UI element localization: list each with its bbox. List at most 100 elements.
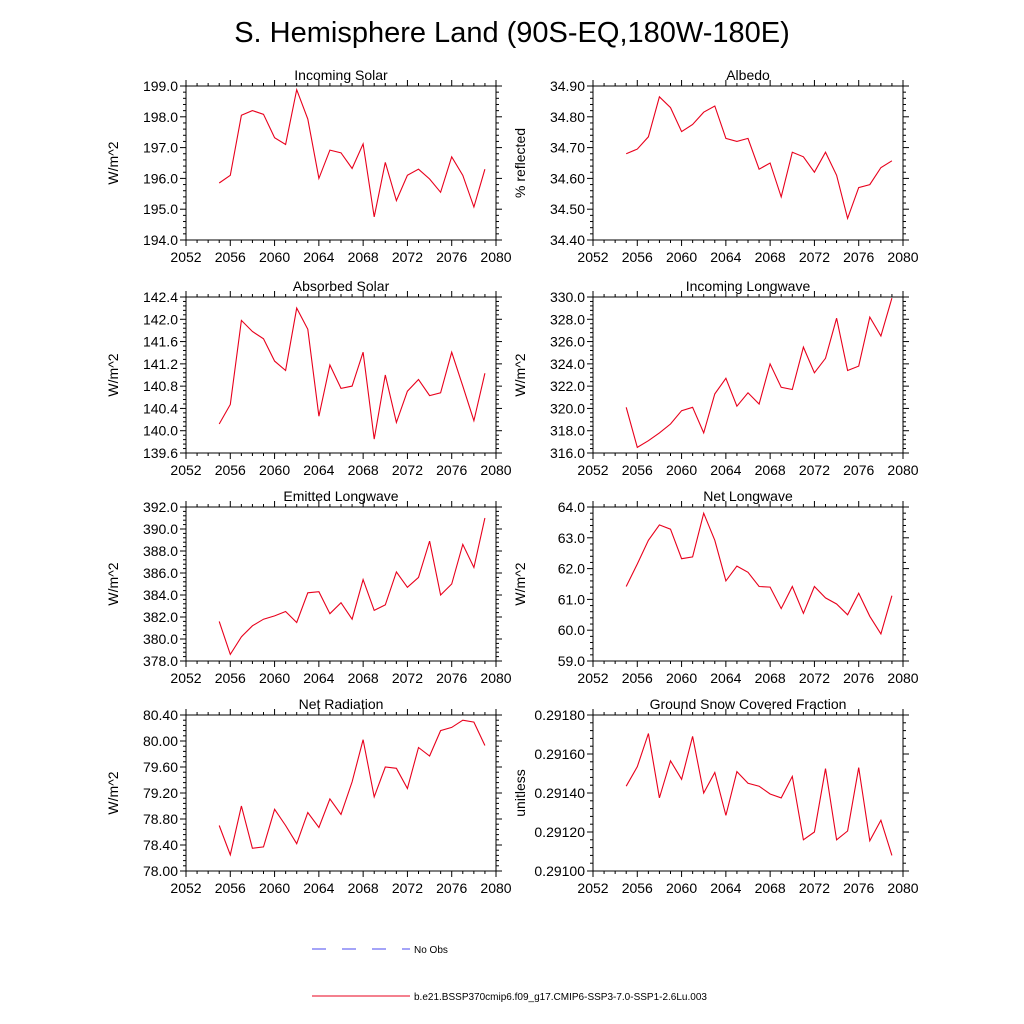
x-tick-label: 2056 <box>215 880 246 896</box>
x-tick-label: 2056 <box>215 670 246 686</box>
panel-incoming-solar: Incoming Solar 2052 2056 2060 2064 2068 2072 20… <box>105 67 512 265</box>
x-tick-label: 2080 <box>480 462 511 478</box>
x-tick-label: 2076 <box>843 249 874 265</box>
x-tick-label: 2080 <box>887 670 918 686</box>
x-tick-label: 2060 <box>666 670 697 686</box>
series-line-1 <box>218 517 486 656</box>
panels: Incoming Solar 2052 2056 2060 2064 2068 2072 20… <box>105 67 919 896</box>
x-tick-label: 2076 <box>843 880 874 896</box>
y-tick-label: 142.4 <box>143 289 178 305</box>
x-tick-label: 2056 <box>622 670 653 686</box>
y-tick-label: 80.40 <box>143 707 178 723</box>
y-tick-label: 388.0 <box>143 543 178 559</box>
x-tick-label: 2080 <box>887 880 918 896</box>
y-tick-label: 62.0 <box>558 561 585 577</box>
panel-albedo: Albedo 2052 2056 2060 2064 2068 2072 2076 2080 34… <box>512 67 919 265</box>
y-tick-label: 199.0 <box>143 78 178 94</box>
x-tick-label: 2076 <box>843 462 874 478</box>
y-tick-label: 0.29120 <box>534 824 585 840</box>
x-tick-label: 2072 <box>799 670 830 686</box>
y-tick-label: 79.20 <box>143 785 178 801</box>
y-tick-label: 380.0 <box>143 631 178 647</box>
y-axis-label: W/m^2 <box>105 771 121 814</box>
x-tick-label: 2080 <box>887 249 918 265</box>
y-axis-label: unitless <box>512 769 528 816</box>
x-tick-label: 2060 <box>666 462 697 478</box>
legend-label-no-obs: No Obs <box>414 945 448 956</box>
y-tick-label: 324.0 <box>550 356 585 372</box>
x-tick-label: 2068 <box>755 880 786 896</box>
y-tick-label: 64.0 <box>558 499 585 515</box>
panel-net-radiation: Net Radiation 2052 2056 2060 2064 2068 2072 207… <box>105 696 512 896</box>
y-tick-label: 0.29180 <box>534 707 585 723</box>
y-axis-label: W/m^2 <box>105 562 121 605</box>
y-tick-label: 34.60 <box>550 170 585 186</box>
y-tick-label: 0.29160 <box>534 746 585 762</box>
y-tick-label: 61.0 <box>558 591 585 607</box>
y-tick-label: 328.0 <box>550 311 585 327</box>
x-tick-label: 2060 <box>666 249 697 265</box>
x-tick-label: 2064 <box>303 880 334 896</box>
y-tick-label: 63.0 <box>558 530 585 546</box>
y-tick-label: 60.0 <box>558 622 585 638</box>
x-tick-label: 2052 <box>170 670 201 686</box>
y-tick-label: 392.0 <box>143 499 178 515</box>
x-tick-label: 2072 <box>392 880 423 896</box>
y-tick-label: 198.0 <box>143 109 178 125</box>
y-tick-label: 390.0 <box>143 521 178 537</box>
panel-title: Incoming Solar <box>294 67 388 83</box>
x-tick-label: 2056 <box>622 462 653 478</box>
plot-frame <box>185 506 497 662</box>
x-tick-label: 2052 <box>577 670 608 686</box>
y-tick-label: 139.6 <box>143 445 178 461</box>
y-tick-label: 316.0 <box>550 445 585 461</box>
series-line-1 <box>625 733 893 856</box>
y-tick-label: 142.0 <box>143 311 178 327</box>
y-tick-label: 140.4 <box>143 400 178 416</box>
x-tick-label: 2064 <box>710 880 741 896</box>
x-tick-label: 2064 <box>303 462 334 478</box>
x-tick-label: 2072 <box>799 249 830 265</box>
panel-title: Emitted Longwave <box>283 488 398 504</box>
series-line-1 <box>625 511 893 636</box>
figure-title: S. Hemisphere Land (90S-EQ,180W-180E) <box>234 17 790 49</box>
x-tick-label: 2052 <box>170 462 201 478</box>
x-tick-label: 2068 <box>755 462 786 478</box>
y-tick-label: 382.0 <box>143 609 178 625</box>
y-tick-label: 322.0 <box>550 378 585 394</box>
x-tick-label: 2056 <box>622 249 653 265</box>
x-tick-label: 2080 <box>480 249 511 265</box>
legend-item-no-obs: No Obs <box>312 945 448 956</box>
plot-frame <box>592 85 904 241</box>
x-tick-label: 2060 <box>259 249 290 265</box>
y-tick-label: 34.40 <box>550 232 585 248</box>
x-tick-label: 2076 <box>436 462 467 478</box>
y-tick-label: 34.80 <box>550 109 585 125</box>
y-tick-label: 140.8 <box>143 378 178 394</box>
x-tick-label: 2052 <box>170 880 201 896</box>
y-tick-label: 79.60 <box>143 759 178 775</box>
x-tick-label: 2068 <box>755 670 786 686</box>
x-tick-label: 2064 <box>710 462 741 478</box>
y-tick-label: 140.0 <box>143 423 178 439</box>
series-line-1 <box>625 95 893 221</box>
x-tick-label: 2056 <box>215 249 246 265</box>
y-axis-label: W/m^2 <box>512 562 528 605</box>
panel-title: Absorbed Solar <box>293 278 390 294</box>
y-tick-label: 34.70 <box>550 140 585 156</box>
panel-title: Net Radiation <box>299 696 384 712</box>
x-tick-label: 2068 <box>755 249 786 265</box>
series-line-1 <box>218 87 486 218</box>
x-tick-label: 2068 <box>348 670 379 686</box>
x-tick-label: 2076 <box>843 670 874 686</box>
y-axis-label: W/m^2 <box>105 353 121 396</box>
y-tick-label: 59.0 <box>558 653 585 669</box>
y-axis-label: W/m^2 <box>105 141 121 184</box>
y-tick-label: 0.29140 <box>534 785 585 801</box>
panel-emitted-longwave: Emitted Longwave 2052 2056 2060 2064 2068 2072… <box>105 488 512 686</box>
plot-frame <box>592 296 904 454</box>
x-tick-label: 2060 <box>259 670 290 686</box>
x-tick-label: 2056 <box>622 880 653 896</box>
y-tick-label: 78.40 <box>143 837 178 853</box>
